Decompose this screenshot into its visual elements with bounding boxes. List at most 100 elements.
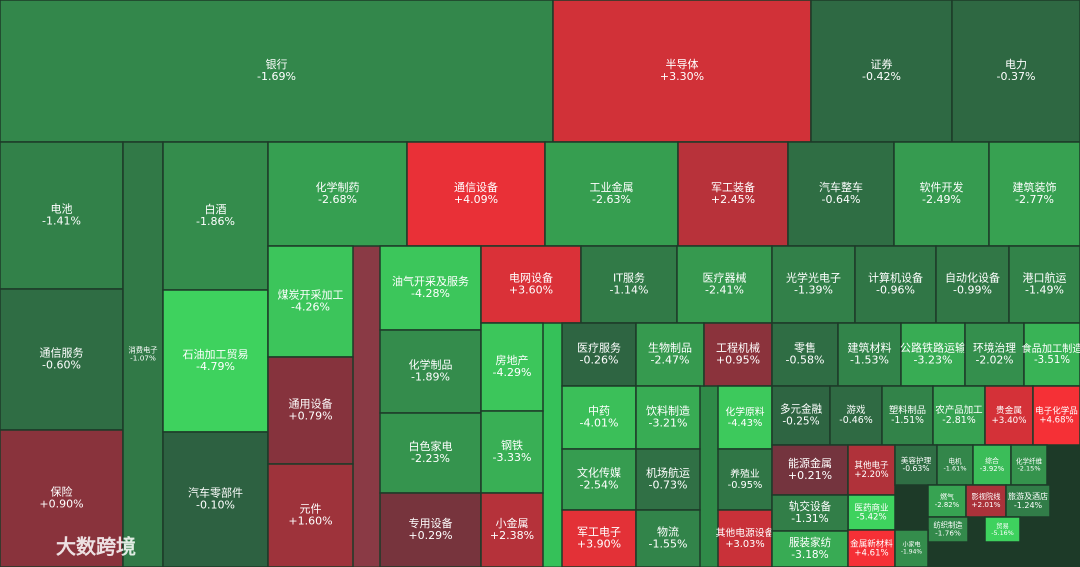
tile	[406, 141, 546, 247]
tile-value: +4.61%	[854, 549, 888, 559]
tile-name: 白色家电	[409, 439, 453, 453]
tile-value: -4.29%	[493, 366, 532, 379]
tile-value: -4.01%	[580, 417, 619, 430]
unlabeled-tile	[542, 322, 563, 567]
tile	[927, 516, 969, 543]
tile-value: -2.77%	[1015, 193, 1054, 206]
tile-value: -1.76%	[935, 529, 961, 538]
tile-value: +4.68%	[1039, 416, 1073, 426]
tile-name: 燃气	[940, 492, 954, 501]
tile-name: 贵金属	[996, 404, 1022, 416]
tile-name: 电子化学品	[1035, 404, 1078, 416]
tile-name: IT服务	[613, 271, 645, 284]
tile-value: +1.60%	[288, 515, 332, 528]
tile-value: -2.68%	[318, 193, 357, 206]
unlabeled-tile	[699, 385, 719, 567]
tile-value: -3.92%	[980, 465, 1005, 473]
tile-name: 生物制品	[648, 340, 692, 354]
watermark: 大数跨境	[56, 535, 136, 559]
tile	[267, 245, 354, 358]
tile-value: -1.53%	[850, 354, 889, 367]
tile-value: -4.28%	[411, 287, 450, 300]
tile	[1010, 444, 1048, 486]
tile-name: 能源金属	[788, 456, 832, 470]
tile	[1008, 245, 1080, 324]
tile-value: +0.90%	[39, 498, 83, 511]
tile-name: 电池	[51, 202, 73, 215]
tile-value: +0.79%	[288, 410, 332, 423]
tile-name: 机场航运	[646, 465, 690, 479]
tile-name: 保险	[51, 484, 73, 498]
tile-name: 工程机械	[716, 340, 760, 354]
tile	[717, 509, 773, 567]
tile-name: 纺织制造	[933, 521, 963, 530]
tile-value: -4.43%	[728, 418, 763, 429]
tile-value: +3.30%	[660, 70, 704, 83]
tile-name: 环境治理	[973, 342, 1016, 355]
tile-value: -3.51%	[1034, 355, 1070, 366]
tile	[635, 509, 701, 567]
tile-name: 小家电	[902, 541, 920, 549]
tile-value: -0.37%	[997, 70, 1036, 83]
tile-name: 医疗器械	[703, 270, 747, 284]
tile-name: 石油加工贸易	[183, 347, 249, 361]
tile-value: +2.20%	[854, 470, 888, 480]
tile-name: 文化传媒	[577, 465, 621, 479]
tile-value: -0.26%	[580, 354, 619, 367]
tile	[580, 245, 678, 324]
tile-name: 影视院线	[971, 492, 1000, 501]
tile-name: 银行	[266, 57, 288, 71]
tile-value: -2.63%	[592, 193, 631, 206]
tile	[771, 530, 849, 567]
tile-value: -1.61%	[943, 465, 966, 473]
tile-name: 化学原料	[725, 405, 764, 418]
tile-value: +4.09%	[454, 193, 498, 206]
tile-name: 油气开采及服务	[392, 274, 469, 288]
tile	[544, 141, 679, 247]
tile-name: 汽车零部件	[188, 485, 243, 499]
tile-name: 物流	[657, 524, 679, 538]
tile-value: -2.82%	[935, 501, 960, 509]
tile-name: 建筑材料	[848, 340, 892, 354]
tile-value: -2.54%	[580, 479, 619, 492]
tile-name: 化学制品	[409, 357, 453, 371]
tile-value: -0.60%	[42, 359, 81, 372]
tile	[1023, 322, 1080, 387]
tile	[0, 141, 124, 290]
tile-name: 证券	[871, 57, 893, 71]
tile-value: -2.23%	[411, 452, 450, 465]
tile-name: 工业金属	[590, 180, 634, 194]
tile-value: -0.58%	[786, 354, 825, 367]
tile-name: 港口航运	[1023, 270, 1067, 284]
tile	[894, 529, 929, 567]
tile-name: 农产品加工	[935, 404, 982, 416]
tile-name: 计算机设备	[868, 270, 923, 284]
tile	[162, 289, 269, 433]
tile-value: +3.90%	[577, 538, 621, 551]
tile-value: -4.79%	[196, 360, 235, 373]
tile	[1005, 484, 1051, 518]
tile	[162, 431, 269, 567]
tile	[900, 322, 966, 387]
tile-value: -3.33%	[493, 451, 532, 464]
tile-value: -3.21%	[649, 417, 688, 430]
tile	[984, 385, 1034, 446]
tile-value: -1.49%	[1025, 284, 1064, 297]
tile	[771, 494, 849, 532]
tile-name: 中药	[588, 404, 610, 417]
tile-name: 自动化设备	[945, 270, 1000, 284]
tile-name: 专用设备	[409, 516, 453, 530]
tile	[894, 444, 938, 486]
tile-name: 房地产	[496, 353, 529, 367]
tile-name: 其他电子	[854, 459, 889, 471]
tile	[847, 444, 896, 496]
tile	[561, 322, 637, 387]
tile-value: -2.15%	[1017, 465, 1040, 473]
tile-value: +3.60%	[509, 284, 553, 297]
tile-value: +2.45%	[711, 193, 755, 206]
tile	[717, 448, 773, 511]
tile	[771, 322, 839, 387]
tile-name: 金属新材料	[850, 537, 893, 549]
tile-value: +3.03%	[725, 539, 764, 550]
tile-name: 零售	[794, 340, 816, 354]
